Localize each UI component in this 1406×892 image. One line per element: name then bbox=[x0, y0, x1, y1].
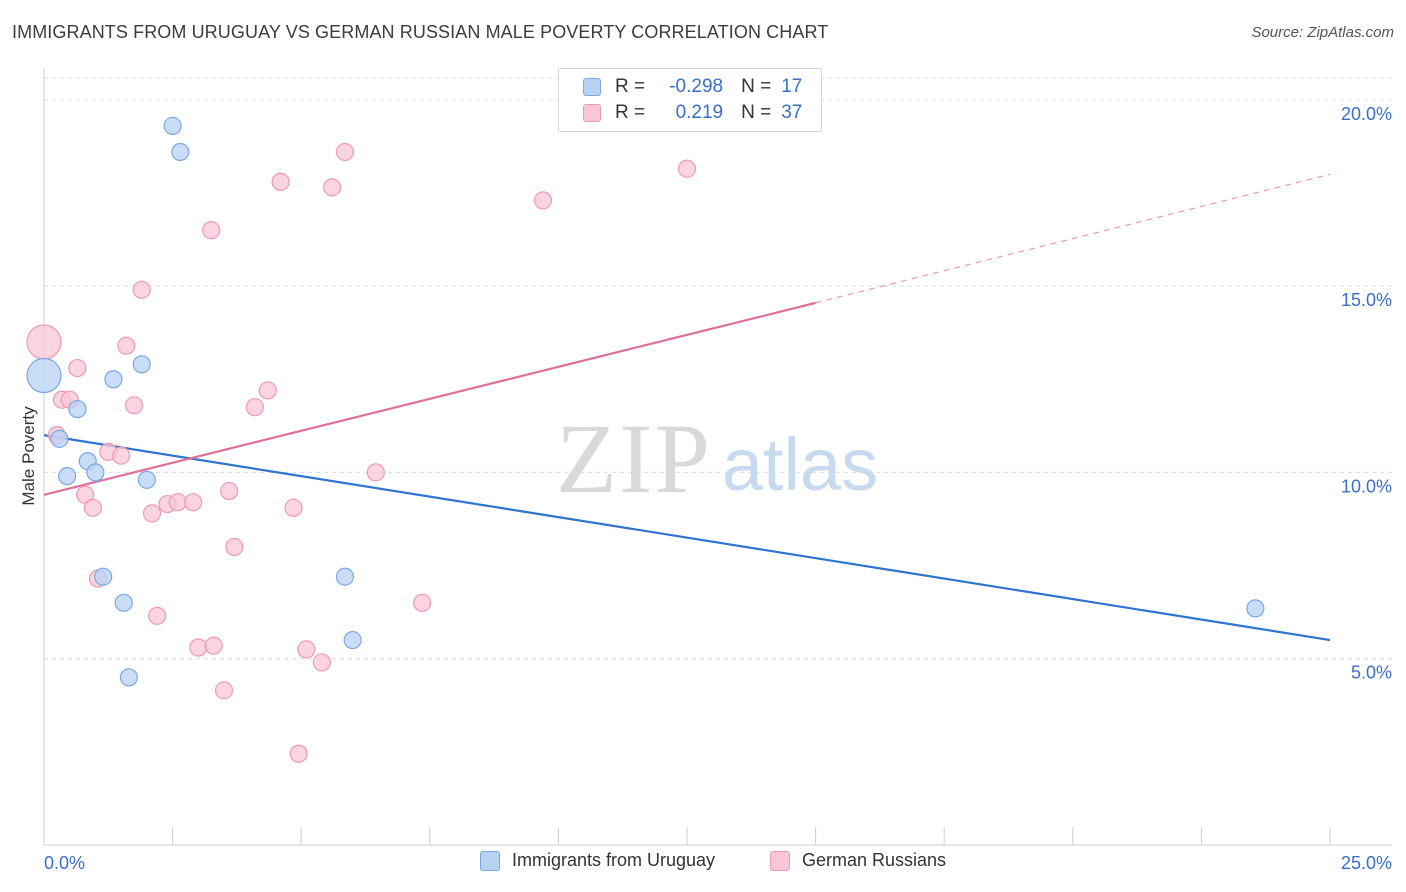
point-german-russians bbox=[412, 593, 432, 612]
point-german-russians bbox=[132, 280, 151, 299]
point-german-russians bbox=[26, 324, 62, 360]
data-points bbox=[26, 116, 1265, 763]
point-german-russians bbox=[284, 498, 303, 517]
source-label: Source: ZipAtlas.com bbox=[1251, 24, 1394, 41]
bottom-legend-swatch-pink bbox=[770, 850, 790, 871]
point-uruguay bbox=[68, 399, 87, 419]
y-tick-label: 20.0% bbox=[1341, 104, 1392, 124]
point-german-russians bbox=[202, 221, 221, 240]
y-tick-label: 5.0% bbox=[1351, 663, 1392, 683]
point-german-russians bbox=[148, 606, 167, 625]
legend-n-value: 37 bbox=[781, 102, 803, 123]
point-german-russians bbox=[297, 640, 316, 659]
x-tick-label: 0.0% bbox=[44, 853, 85, 873]
bottom-legend-label: Immigrants from Uruguay bbox=[512, 850, 716, 870]
point-uruguay bbox=[119, 668, 138, 687]
point-german-russians bbox=[322, 178, 342, 197]
point-uruguay bbox=[343, 630, 362, 650]
point-german-russians bbox=[142, 504, 162, 523]
point-uruguay bbox=[50, 429, 69, 448]
y-axis-label: Male Poverty bbox=[19, 406, 38, 506]
bottom-legend-label: German Russians bbox=[802, 850, 947, 870]
stats-legend: R = -0.298 N = 17 R = 0.219 N = 37 bbox=[558, 68, 822, 132]
point-german-russians bbox=[245, 398, 265, 417]
legend-row-uruguay: R = -0.298 N = 17 bbox=[583, 75, 802, 99]
legend-row-german-russians: R = 0.219 N = 37 bbox=[583, 101, 802, 125]
trend-line-german-russians bbox=[43, 301, 816, 496]
y-tick-label: 15.0% bbox=[1341, 290, 1392, 310]
legend-r-label: R = bbox=[615, 76, 646, 97]
point-german-russians bbox=[533, 191, 553, 210]
tick-labels: 5.0% 10.0% 15.0% 20.0% 0.0% 25.0% bbox=[44, 104, 1392, 873]
point-german-russians bbox=[335, 142, 355, 162]
point-german-russians bbox=[214, 681, 234, 700]
bottom-legend-swatch-blue bbox=[480, 850, 500, 871]
point-uruguay bbox=[58, 467, 77, 486]
legend-swatch-pink bbox=[583, 104, 601, 122]
trend-lines bbox=[43, 173, 1331, 642]
point-uruguay bbox=[171, 142, 190, 162]
point-german-russians bbox=[312, 653, 331, 672]
point-german-russians bbox=[184, 493, 203, 512]
y-tick-label: 10.0% bbox=[1341, 476, 1392, 496]
bottom-legend-uruguay: Immigrants from Uruguay bbox=[480, 850, 715, 871]
trend-line-uruguay bbox=[43, 434, 1331, 642]
point-uruguay bbox=[114, 593, 133, 612]
trend-line-german-russians-extension bbox=[815, 173, 1331, 304]
point-german-russians bbox=[83, 498, 102, 517]
point-german-russians bbox=[117, 336, 136, 355]
point-uruguay bbox=[335, 567, 355, 586]
point-uruguay bbox=[163, 116, 182, 135]
point-german-russians bbox=[189, 638, 208, 657]
legend-n-value: 17 bbox=[781, 76, 803, 97]
point-uruguay bbox=[132, 355, 151, 374]
point-uruguay bbox=[1246, 599, 1265, 618]
legend-swatch-blue bbox=[583, 78, 601, 96]
point-german-russians bbox=[366, 463, 385, 482]
legend-n-label: N = bbox=[741, 76, 772, 97]
chart-title: IMMIGRANTS FROM URUGUAY VS GERMAN RUSSIA… bbox=[12, 22, 829, 42]
point-uruguay bbox=[104, 370, 123, 389]
axes bbox=[43, 68, 1392, 846]
bottom-legend-german-russians: German Russians bbox=[770, 850, 946, 871]
point-german-russians bbox=[271, 172, 290, 191]
point-german-russians bbox=[68, 358, 87, 378]
point-german-russians bbox=[124, 396, 144, 415]
watermark-atlas: atlas bbox=[722, 423, 878, 506]
grid-lines bbox=[44, 77, 1392, 660]
point-german-russians bbox=[112, 446, 131, 465]
point-german-russians bbox=[258, 381, 277, 400]
point-german-russians bbox=[289, 744, 308, 763]
legend-r-value: 0.219 bbox=[675, 102, 724, 123]
watermark-zip: ZIP bbox=[556, 403, 712, 514]
point-uruguay bbox=[26, 357, 62, 394]
point-german-russians bbox=[220, 481, 239, 501]
legend-r-label: R = bbox=[615, 102, 646, 123]
point-uruguay bbox=[94, 567, 113, 586]
point-german-russians bbox=[677, 159, 697, 178]
point-german-russians bbox=[225, 537, 244, 557]
point-german-russians bbox=[168, 493, 187, 512]
x-tick-label: 25.0% bbox=[1341, 853, 1392, 873]
legend-n-label: N = bbox=[741, 102, 772, 123]
point-german-russians bbox=[204, 636, 223, 655]
legend-r-value: -0.298 bbox=[669, 76, 724, 97]
point-uruguay bbox=[86, 463, 105, 482]
point-uruguay bbox=[137, 470, 156, 489]
